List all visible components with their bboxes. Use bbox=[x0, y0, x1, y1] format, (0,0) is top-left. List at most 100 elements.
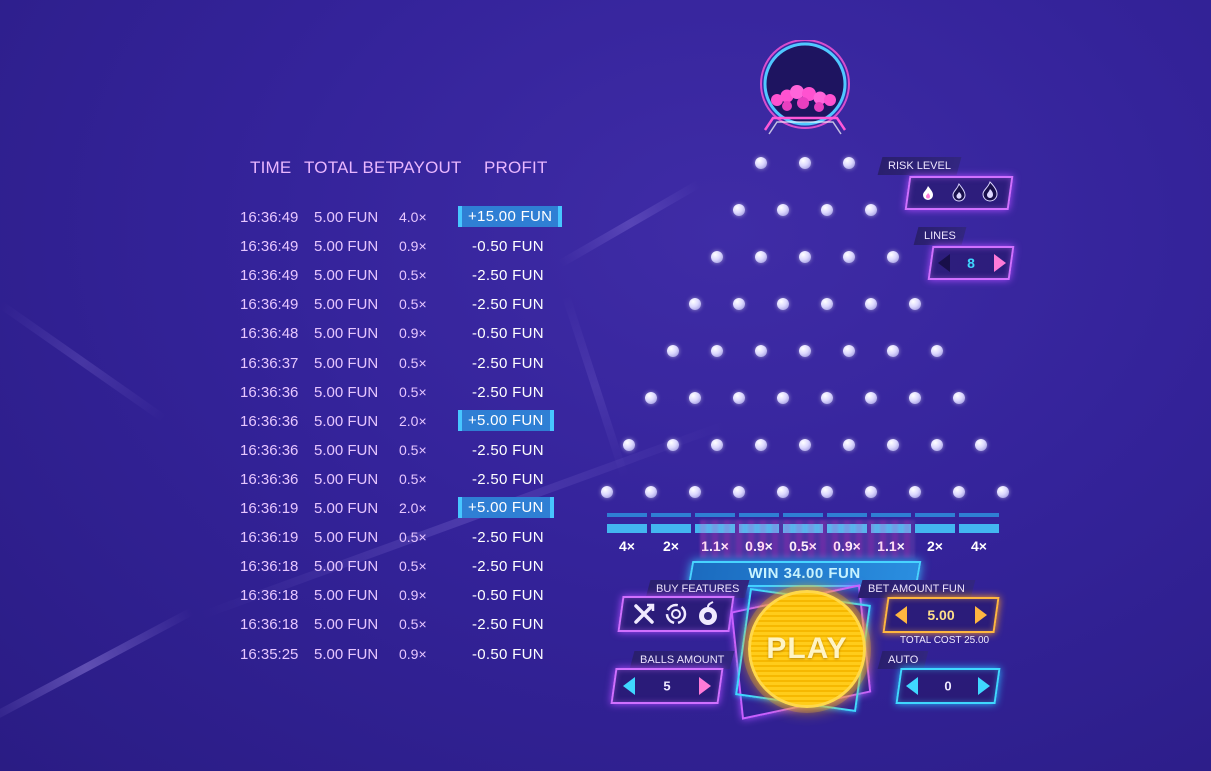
table-row: 16:36:49 5.00 FUN 0.9× -0.50 FUN bbox=[232, 233, 572, 262]
peg bbox=[645, 392, 657, 404]
peg bbox=[799, 251, 811, 263]
table-row: 16:36:19 5.00 FUN 0.5× -2.50 FUN bbox=[232, 524, 572, 553]
bomb-icon[interactable] bbox=[696, 601, 720, 632]
total-bet-cell: 5.00 FUN bbox=[314, 238, 379, 256]
peg bbox=[799, 345, 811, 357]
payout-cell: 0.5× bbox=[399, 470, 427, 487]
payout-cell: 0.9× bbox=[399, 325, 427, 342]
slot-multiplier-label: 4× bbox=[619, 538, 635, 554]
payout-cell: 0.5× bbox=[399, 296, 427, 313]
payout-cell: 0.9× bbox=[399, 587, 427, 604]
profit-cell: -2.50 FUN bbox=[472, 441, 544, 459]
balls-amount-tag: BALLS AMOUNT bbox=[629, 651, 735, 669]
peg bbox=[733, 486, 745, 498]
flame-high-icon[interactable] bbox=[979, 181, 1001, 208]
profit-cell: -0.50 FUN bbox=[472, 587, 544, 605]
total-bet-cell: 5.00 FUN bbox=[314, 354, 379, 372]
total-bet-cell: 5.00 FUN bbox=[314, 500, 379, 517]
slot-multiplier-label: 4× bbox=[971, 538, 987, 554]
total-bet-cell: 5.00 FUN bbox=[314, 616, 379, 634]
balls-increase-button[interactable] bbox=[699, 677, 711, 695]
profit-cell: -0.50 FUN bbox=[472, 238, 544, 256]
time-cell: 16:36:49 bbox=[240, 209, 299, 226]
slot-multiplier-label: 0.9× bbox=[827, 538, 867, 554]
profit-cell: -2.50 FUN bbox=[472, 267, 544, 285]
swirl-icon[interactable] bbox=[664, 602, 688, 631]
time-cell: 16:36:37 bbox=[240, 354, 299, 372]
background-beam bbox=[562, 294, 629, 478]
peg bbox=[755, 251, 767, 263]
lines-increase-button[interactable] bbox=[994, 254, 1006, 272]
time-cell: 16:36:49 bbox=[240, 238, 299, 256]
balls-amount-label: BALLS AMOUNT bbox=[640, 654, 725, 666]
peg bbox=[623, 439, 635, 451]
total-bet-cell: 5.00 FUN bbox=[314, 441, 379, 459]
flame-medium-icon[interactable] bbox=[949, 182, 969, 208]
peg bbox=[689, 392, 701, 404]
payout-cell: 0.5× bbox=[399, 354, 427, 371]
column-header-time: TIME bbox=[250, 158, 292, 177]
slot-divider bbox=[651, 513, 691, 517]
peg bbox=[843, 251, 855, 263]
risk-level-label: RISK LEVEL bbox=[888, 160, 951, 172]
auto-label: AUTO bbox=[888, 654, 919, 666]
slot-divider bbox=[783, 513, 823, 517]
slot-bucket bbox=[607, 524, 647, 533]
peg bbox=[887, 251, 899, 263]
peg bbox=[909, 486, 921, 498]
peg bbox=[645, 486, 657, 498]
payout-cell: 2.0× bbox=[399, 412, 427, 429]
play-button[interactable]: PLAY bbox=[748, 590, 866, 708]
slot-divider bbox=[871, 513, 911, 517]
peg bbox=[733, 204, 745, 216]
slot-multiplier-label: 1.1× bbox=[871, 538, 911, 554]
time-cell: 16:36:19 bbox=[240, 500, 299, 517]
peg bbox=[733, 298, 745, 310]
table-row: 16:36:36 5.00 FUN 0.5× -2.50 FUN bbox=[232, 466, 572, 495]
payout-cell: 0.5× bbox=[399, 616, 427, 633]
slot-bucket bbox=[915, 524, 955, 533]
total-bet-cell: 5.00 FUN bbox=[314, 645, 379, 663]
auto-panel: 0 bbox=[895, 668, 1001, 704]
total-bet-cell: 5.00 FUN bbox=[314, 383, 379, 401]
slot-multiplier-label: 2× bbox=[663, 538, 679, 554]
peg bbox=[711, 439, 723, 451]
time-cell: 16:36:48 bbox=[240, 325, 299, 343]
payout-cell: 0.9× bbox=[399, 645, 427, 662]
profit-cell: -0.50 FUN bbox=[472, 325, 544, 343]
peg bbox=[975, 439, 987, 451]
background-beam bbox=[558, 180, 701, 268]
peg bbox=[777, 204, 789, 216]
peg bbox=[843, 157, 855, 169]
time-cell: 16:36:18 bbox=[240, 616, 299, 634]
peg bbox=[953, 486, 965, 498]
payout-cell: 2.0× bbox=[399, 500, 427, 516]
peg bbox=[755, 345, 767, 357]
cross-arrows-icon[interactable] bbox=[632, 602, 656, 631]
slot-divider bbox=[915, 513, 955, 517]
auto-increase-button[interactable] bbox=[978, 677, 990, 695]
slot-divider bbox=[607, 513, 647, 517]
table-row: 16:36:18 5.00 FUN 0.5× -2.50 FUN bbox=[232, 553, 572, 582]
payout-cell: 0.5× bbox=[399, 267, 427, 284]
time-cell: 16:36:18 bbox=[240, 587, 299, 605]
peg bbox=[711, 251, 723, 263]
bet-increase-button[interactable] bbox=[975, 606, 987, 624]
peg bbox=[777, 486, 789, 498]
risk-level-tag: RISK LEVEL bbox=[877, 157, 962, 175]
peg bbox=[865, 298, 877, 310]
table-row: 16:36:19 5.00 FUN 2.0× +5.00 FUN bbox=[232, 495, 572, 524]
peg bbox=[821, 392, 833, 404]
table-row: 16:36:36 5.00 FUN 0.5× -2.50 FUN bbox=[232, 437, 572, 466]
flame-low-icon[interactable] bbox=[919, 184, 937, 207]
profit-cell: -2.50 FUN bbox=[472, 616, 544, 634]
peg bbox=[777, 298, 789, 310]
total-bet-cell: 5.00 FUN bbox=[314, 587, 379, 605]
background-beam bbox=[0, 607, 194, 728]
slot-divider bbox=[959, 513, 999, 517]
peg bbox=[887, 439, 899, 451]
time-cell: 16:36:36 bbox=[240, 412, 299, 430]
peg bbox=[931, 345, 943, 357]
total-bet-cell: 5.00 FUN bbox=[314, 267, 379, 285]
slot-divider bbox=[827, 513, 867, 517]
